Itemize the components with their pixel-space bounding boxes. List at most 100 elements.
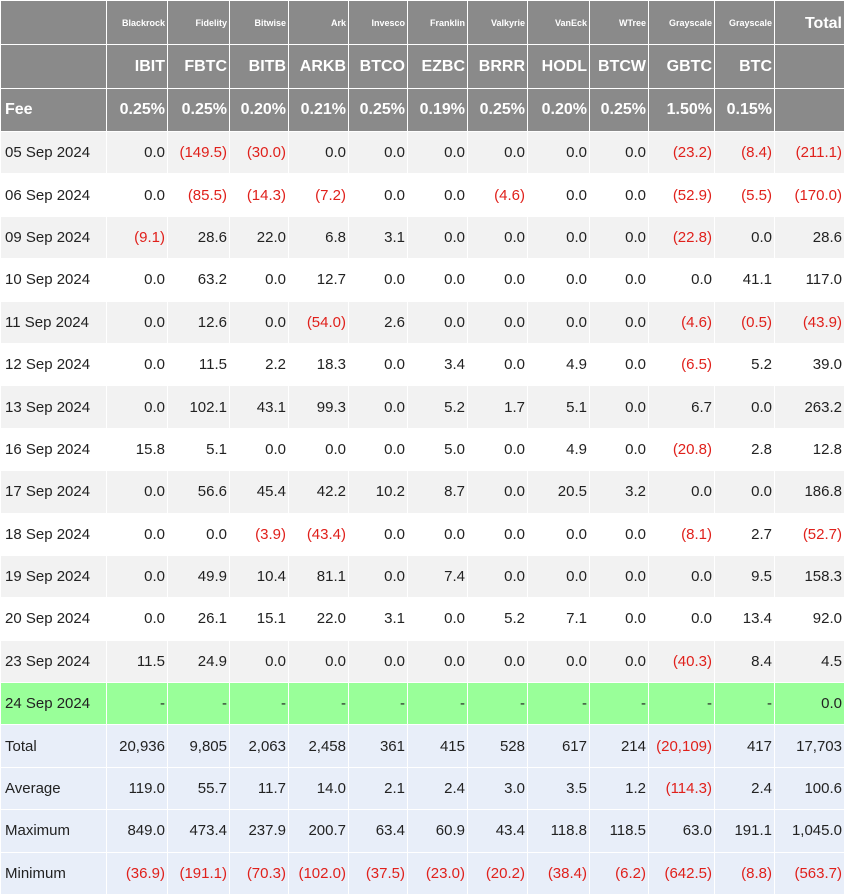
flow-cell: (5.5)	[714, 173, 775, 217]
flow-cell: 7.4	[407, 554, 468, 599]
flow-cell: (8.4)	[714, 130, 775, 175]
row-total-cell: 263.2	[774, 385, 844, 429]
row-total-cell: 39.0	[774, 342, 844, 387]
row-date: 18 Sep 2024	[0, 512, 107, 556]
issuer-header-row: Blackrock Fidelity Bitwise Ark Invesco F…	[0, 0, 844, 45]
flow-cell: 0.0	[407, 130, 468, 175]
row-total-cell: 4.5	[774, 639, 844, 684]
summary-cell: 617	[527, 724, 590, 768]
flow-cell: 0.0	[348, 427, 408, 472]
summary-cell: 2.4	[407, 766, 468, 811]
flow-cell: 41.1	[714, 258, 775, 302]
flow-cell: 5.2	[467, 597, 528, 641]
flow-cell: (4.6)	[467, 173, 528, 217]
flow-cell: 0.0	[106, 300, 168, 344]
flow-cell: 2.8	[714, 427, 775, 472]
flow-cell: 0.0	[714, 470, 775, 514]
summary-cell: 214	[589, 724, 649, 768]
row-total-cell: 0.0	[774, 682, 844, 726]
flow-cell: (8.1)	[648, 512, 715, 556]
flow-cell: 0.0	[348, 512, 408, 556]
flow-cell: 0.0	[229, 639, 289, 684]
flow-cell: 0.0	[467, 470, 528, 514]
fee-value: 0.20%	[527, 88, 590, 132]
summary-cell: (20,109)	[648, 724, 715, 768]
ticker-header: BRRR	[467, 44, 528, 89]
flow-cell: 0.0	[714, 215, 775, 260]
flow-cell: 0.0	[589, 215, 649, 260]
flow-cell: 0.0	[288, 130, 349, 175]
flow-cell: 0.0	[106, 470, 168, 514]
flow-cell: 5.1	[527, 385, 590, 429]
flow-cell: 0.0	[407, 215, 468, 260]
flow-cell: 12.6	[167, 300, 230, 344]
flow-cell: 0.0	[648, 597, 715, 641]
flow-cell: 0.0	[348, 385, 408, 429]
fee-value: 0.19%	[407, 88, 468, 132]
flow-cell: (43.4)	[288, 512, 349, 556]
flow-cell: 13.4	[714, 597, 775, 641]
flow-cell: 0.0	[589, 512, 649, 556]
flow-cell: -	[527, 682, 590, 726]
flow-cell: 45.4	[229, 470, 289, 514]
flow-cell: 0.0	[467, 342, 528, 387]
flow-cell: 15.8	[106, 427, 168, 472]
flow-cell: 0.0	[407, 597, 468, 641]
flow-cell: 3.1	[348, 215, 408, 260]
flow-cell: 0.0	[589, 342, 649, 387]
flow-cell: 0.0	[589, 427, 649, 472]
issuer-header: WTree	[589, 0, 649, 45]
row-date: 23 Sep 2024	[0, 639, 107, 684]
summary-cell: (36.9)	[106, 851, 168, 896]
row-total-cell: 117.0	[774, 258, 844, 302]
table-row: 09 Sep 2024 (9.1) 28.6 22.0 6.8 3.1 0.0 0.0 0.0 0…	[0, 215, 844, 260]
flow-cell: 0.0	[589, 258, 649, 302]
summary-cell: 528	[467, 724, 528, 768]
flow-cell: 0.0	[106, 385, 168, 429]
fee-total-blank	[774, 88, 844, 132]
flow-cell: -	[229, 682, 289, 726]
ticker-header-row: IBIT FBTC BITB ARKB BTCO EZBC BRRR HODL …	[0, 44, 844, 89]
flow-cell: 0.0	[106, 554, 168, 599]
flow-cell: 0.0	[467, 258, 528, 302]
flow-cell: 22.0	[288, 597, 349, 641]
row-date: 20 Sep 2024	[0, 597, 107, 641]
summary-cell: (102.0)	[288, 851, 349, 896]
flow-cell: 20.5	[527, 470, 590, 514]
flow-cell: 0.0	[589, 554, 649, 599]
flow-cell: 0.0	[106, 342, 168, 387]
flow-cell: 0.0	[467, 427, 528, 472]
summary-cell: 361	[348, 724, 408, 768]
summary-cell: 2,063	[229, 724, 289, 768]
fee-header-row: Fee 0.25% 0.25% 0.20% 0.21% 0.25% 0.19% …	[0, 88, 844, 132]
table-row-current-day: 24 Sep 2024- - - - - - - - - - -0.0	[0, 682, 844, 726]
row-date: 24 Sep 2024	[0, 682, 107, 726]
flow-cell: 2.6	[348, 300, 408, 344]
issuer-header: VanEck	[527, 0, 590, 45]
flow-cell: 63.2	[167, 258, 230, 302]
issuer-header: Fidelity	[167, 0, 230, 45]
ticker-header: ARKB	[288, 44, 349, 89]
table-row: 16 Sep 2024 15.8 5.1 0.0 0.0 0.0 5.0 0.0 4.9 0.0(…	[0, 427, 844, 472]
issuer-header: Ark	[288, 0, 349, 45]
summary-cell: 2.4	[714, 766, 775, 811]
flow-cell: 2.7	[714, 512, 775, 556]
summary-cell: 1.2	[589, 766, 649, 811]
row-total-cell: 12.8	[774, 427, 844, 472]
flow-cell: 22.0	[229, 215, 289, 260]
summary-cell: 473.4	[167, 809, 230, 853]
summary-cell: 3.5	[527, 766, 590, 811]
flow-cell: 15.1	[229, 597, 289, 641]
summary-cell: 63.4	[348, 809, 408, 853]
flow-cell: 26.1	[167, 597, 230, 641]
summary-cell: (8.8)	[714, 851, 775, 896]
flow-cell: 3.4	[407, 342, 468, 387]
flow-cell: 0.0	[527, 639, 590, 684]
ticker-header: BTCO	[348, 44, 408, 89]
issuer-header: Valkyrie	[467, 0, 528, 45]
summary-cell: (70.3)	[229, 851, 289, 896]
flow-cell: 18.3	[288, 342, 349, 387]
flow-cell: -	[467, 682, 528, 726]
flow-cell: -	[589, 682, 649, 726]
